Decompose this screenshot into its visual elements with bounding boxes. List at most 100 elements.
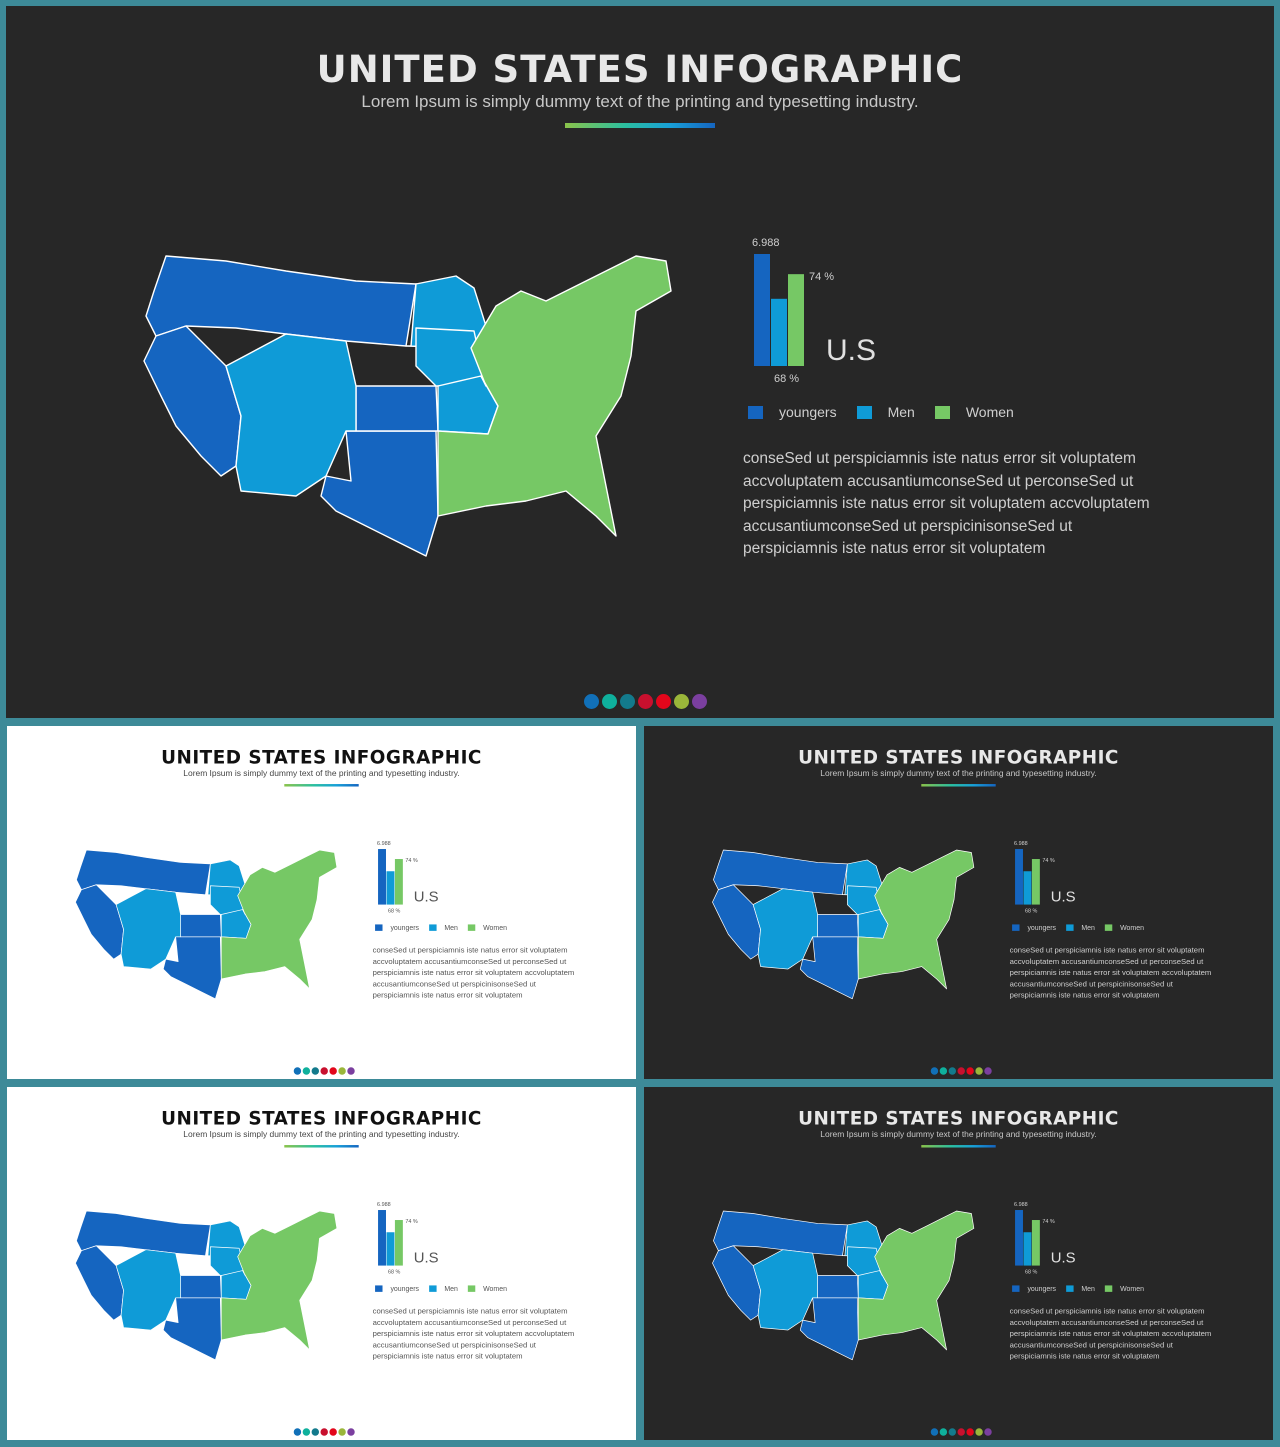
pagination-dot-3[interactable] — [948, 1067, 957, 1075]
legend-label-youngers: youngers — [779, 404, 837, 420]
pagination-dot-6[interactable] — [338, 1067, 346, 1075]
legend-swatch-youngers — [1012, 924, 1020, 931]
pagination-dot-1[interactable] — [293, 1067, 302, 1075]
bar-women — [788, 274, 804, 366]
slide-subtitle: Lorem Ipsum is simply dummy text of the … — [183, 1129, 460, 1140]
pagination-dot-2[interactable] — [602, 694, 617, 709]
legend-item-men: Men — [428, 1284, 458, 1292]
chart-legend: youngers Men Women — [748, 404, 1034, 420]
pagination-dot-1[interactable] — [293, 1428, 302, 1436]
pagination-dot-3[interactable] — [311, 1067, 320, 1075]
bar-label-men: 68 % — [1025, 1270, 1038, 1276]
bar-label-women: 74 % — [1042, 858, 1055, 864]
legend-item-youngers: youngers — [1012, 1284, 1056, 1292]
us-map — [75, 1210, 338, 1361]
pagination-dot-7[interactable] — [347, 1067, 355, 1075]
pagination-dots[interactable] — [930, 1428, 994, 1436]
region-south-central — [320, 430, 439, 557]
pagination-dot-2[interactable] — [939, 1067, 948, 1075]
pagination-dot-7[interactable] — [692, 694, 707, 709]
pagination-dot-4[interactable] — [957, 1428, 965, 1436]
bar-label-youngers: 6.988 — [1014, 1202, 1028, 1208]
pagination-dot-1[interactable] — [584, 694, 599, 709]
bar-label-men: 68 % — [388, 909, 401, 915]
region-mountain — [115, 888, 181, 970]
region-south-central — [162, 1297, 222, 1361]
pagination-dot-7[interactable] — [984, 1067, 992, 1075]
pagination-dot-7[interactable] — [984, 1428, 992, 1436]
region-east — [437, 255, 672, 537]
pagination-dot-6[interactable] — [674, 694, 689, 709]
pagination-dot-5[interactable] — [966, 1067, 974, 1075]
pagination-dots[interactable] — [930, 1067, 994, 1075]
pagination-dot-3[interactable] — [620, 694, 635, 709]
pagination-dot-7[interactable] — [347, 1428, 355, 1436]
body-paragraph: conseSed ut perspiciamnis iste natus err… — [372, 1307, 575, 1361]
bar-women — [394, 859, 403, 905]
pagination-dot-5[interactable] — [329, 1067, 337, 1075]
legend-label-men: Men — [444, 923, 458, 932]
legend-label-youngers: youngers — [1027, 1284, 1057, 1293]
pagination-dot-4[interactable] — [638, 694, 653, 709]
slide-thumbnail-light-1[interactable]: UNITED STATES INFOGRAPHIC Lorem Ipsum is… — [7, 726, 636, 1079]
bar-men — [1023, 1232, 1032, 1266]
bar-chart: 6.988 68 % 74 % — [752, 237, 834, 385]
pagination-dot-1[interactable] — [930, 1428, 939, 1436]
pagination-dot-3[interactable] — [948, 1428, 957, 1436]
pagination-dot-6[interactable] — [975, 1067, 983, 1075]
slide-title: UNITED STATES INFOGRAPHIC — [798, 1107, 1119, 1130]
bar-men — [386, 871, 395, 905]
pagination-dot-5[interactable] — [656, 694, 671, 709]
legend-item-men: Men — [428, 923, 458, 932]
body-paragraph: conseSed ut perspiciamnis iste natus err… — [1009, 946, 1212, 1000]
pagination-dot-5[interactable] — [966, 1428, 974, 1436]
pagination-dot-1[interactable] — [930, 1067, 939, 1075]
legend-swatch-women — [1104, 924, 1113, 931]
pagination-dot-4[interactable] — [320, 1428, 328, 1436]
pagination-dot-6[interactable] — [975, 1428, 983, 1436]
pagination-dot-2[interactable] — [302, 1067, 311, 1075]
bar-chart: 6.988 68 % 74 % — [1014, 1202, 1055, 1276]
chart-legend: youngers Men Women — [1012, 923, 1154, 931]
slide-content: UNITED STATES INFOGRAPHIC Lorem Ipsum is… — [644, 726, 1273, 1079]
region-south-central — [162, 936, 222, 1000]
pagination-dots[interactable] — [293, 1428, 357, 1436]
pagination-dots[interactable] — [293, 1067, 357, 1075]
bar-youngers — [378, 1210, 386, 1266]
slide-thumbnail-dark-1[interactable]: UNITED STATES INFOGRAPHIC Lorem Ipsum is… — [644, 726, 1273, 1079]
slide-subtitle: Lorem Ipsum is simply dummy text of the … — [820, 768, 1097, 779]
chart-legend: youngers Men Women — [1012, 1284, 1154, 1292]
body-paragraph: conseSed ut perspiciamnis iste natus err… — [1009, 1307, 1212, 1361]
us-map — [712, 1210, 975, 1361]
region-plains — [817, 1275, 859, 1299]
bar-chart: 6.988 68 % 74 % — [1014, 841, 1055, 914]
legend-item-youngers: youngers — [375, 1284, 419, 1292]
slide-content: UNITED STATES INFOGRAPHIC Lorem Ipsum is… — [7, 726, 636, 1079]
region-mountain — [225, 333, 357, 497]
legend-item-women: Women — [1104, 923, 1144, 931]
bar-label-women: 74 % — [405, 858, 418, 864]
pagination-dot-4[interactable] — [320, 1067, 328, 1075]
region-plains — [180, 914, 222, 938]
pagination-dot-6[interactable] — [338, 1428, 346, 1436]
slide-thumbnail-light-2[interactable]: UNITED STATES INFOGRAPHIC Lorem Ipsum is… — [7, 1087, 636, 1440]
slide-subtitle: Lorem Ipsum is simply dummy text of the … — [361, 92, 919, 111]
pagination-dot-2[interactable] — [302, 1428, 311, 1436]
slide-content: UNITED STATES INFOGRAPHIC Lorem Ipsum is… — [6, 6, 1274, 718]
legend-swatch-women — [467, 924, 476, 931]
pagination-dot-4[interactable] — [957, 1067, 965, 1075]
legend-item-men: Men — [1065, 1284, 1095, 1292]
legend-item-men: Men — [1065, 923, 1095, 931]
legend-swatch-men — [1065, 1285, 1074, 1292]
pagination-dot-3[interactable] — [311, 1428, 320, 1436]
bar-chart: 6.988 68 % 74 % — [377, 841, 418, 915]
legend-swatch-women — [1104, 1285, 1113, 1292]
pagination-dot-2[interactable] — [939, 1428, 948, 1436]
bar-men — [386, 1232, 395, 1266]
pagination-dot-5[interactable] — [329, 1428, 337, 1436]
slide-title: UNITED STATES INFOGRAPHIC — [161, 746, 482, 769]
legend-label-youngers: youngers — [390, 1284, 420, 1293]
pagination-dots[interactable] — [584, 694, 710, 709]
slide-thumbnail-dark-2[interactable]: UNITED STATES INFOGRAPHIC Lorem Ipsum is… — [644, 1087, 1273, 1440]
chart-title: U.S — [1050, 1249, 1076, 1267]
